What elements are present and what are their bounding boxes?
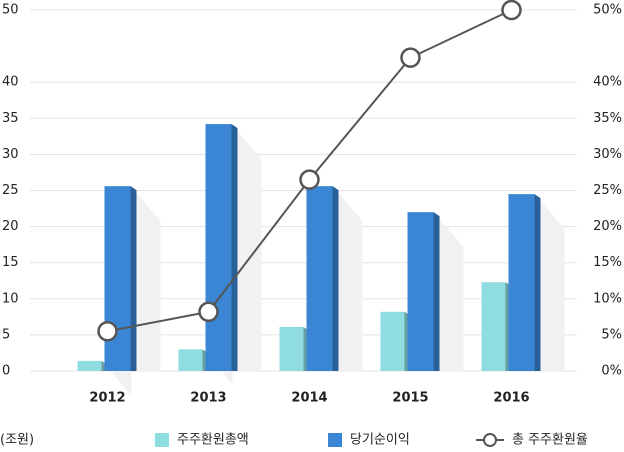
bar	[178, 349, 203, 371]
y-tick-label: 30	[2, 147, 19, 162]
x-tick-label: 2013	[190, 391, 226, 406]
x-tick-label: 2012	[89, 391, 125, 406]
bar	[380, 311, 405, 371]
y2-tick-label: 5%	[601, 327, 622, 342]
y2-tick-label: 10%	[593, 291, 622, 306]
bar-shadow	[231, 124, 262, 372]
bar	[481, 282, 506, 371]
x-tick-label: 2015	[392, 391, 428, 406]
bar	[77, 360, 102, 371]
y-tick-label: 0	[2, 364, 10, 379]
y-tick-label: 15	[2, 255, 19, 270]
bar-side	[332, 186, 339, 371]
legend-swatch	[155, 433, 169, 447]
bar-side	[130, 186, 137, 371]
y-tick-label: 35	[2, 111, 19, 126]
bar	[508, 194, 535, 371]
y-tick-label: 10	[2, 291, 19, 306]
legend-swatch	[328, 433, 342, 447]
bar	[205, 124, 232, 372]
bar-side	[534, 194, 541, 371]
y2-tick-label: 35%	[593, 111, 622, 126]
legend-label: 주주환원총액	[177, 433, 249, 448]
line-marker	[501, 0, 522, 21]
bar	[407, 212, 434, 371]
bar-side	[433, 212, 440, 371]
y-tick-label: 20	[2, 219, 19, 234]
y2-tick-label: 50%	[593, 3, 622, 18]
x-tick-label: 2016	[493, 391, 529, 406]
bar-side	[231, 124, 238, 372]
y-tick-label: 25	[2, 183, 19, 198]
bar-shadow	[534, 194, 565, 371]
legend-label: 당기순이익	[350, 433, 410, 448]
y2-tick-label: 30%	[593, 147, 622, 162]
legend-marker	[483, 433, 497, 447]
line-marker	[400, 47, 421, 68]
line-marker	[198, 301, 219, 323]
y-tick-label: 5	[2, 327, 10, 342]
y2-tick-label: 0%	[601, 364, 622, 379]
bar-shadow	[433, 212, 464, 371]
line-marker	[299, 169, 320, 190]
y2-tick-label: 15%	[593, 255, 622, 270]
x-tick-label: 2014	[291, 391, 327, 406]
y-tick-label: 50	[2, 3, 19, 18]
y2-tick-label: 25%	[593, 183, 622, 198]
bar	[306, 186, 333, 371]
y2-tick-label: 20%	[593, 219, 622, 234]
line-marker	[97, 321, 118, 342]
y-axis-unit: (조원)	[0, 433, 34, 448]
y-tick-label: 40	[2, 75, 19, 90]
bar	[279, 326, 304, 371]
bar	[104, 186, 131, 371]
legend-label: 총 주주환원율	[512, 433, 588, 448]
y2-tick-label: 40%	[593, 75, 622, 90]
bar-shadow	[332, 186, 363, 371]
